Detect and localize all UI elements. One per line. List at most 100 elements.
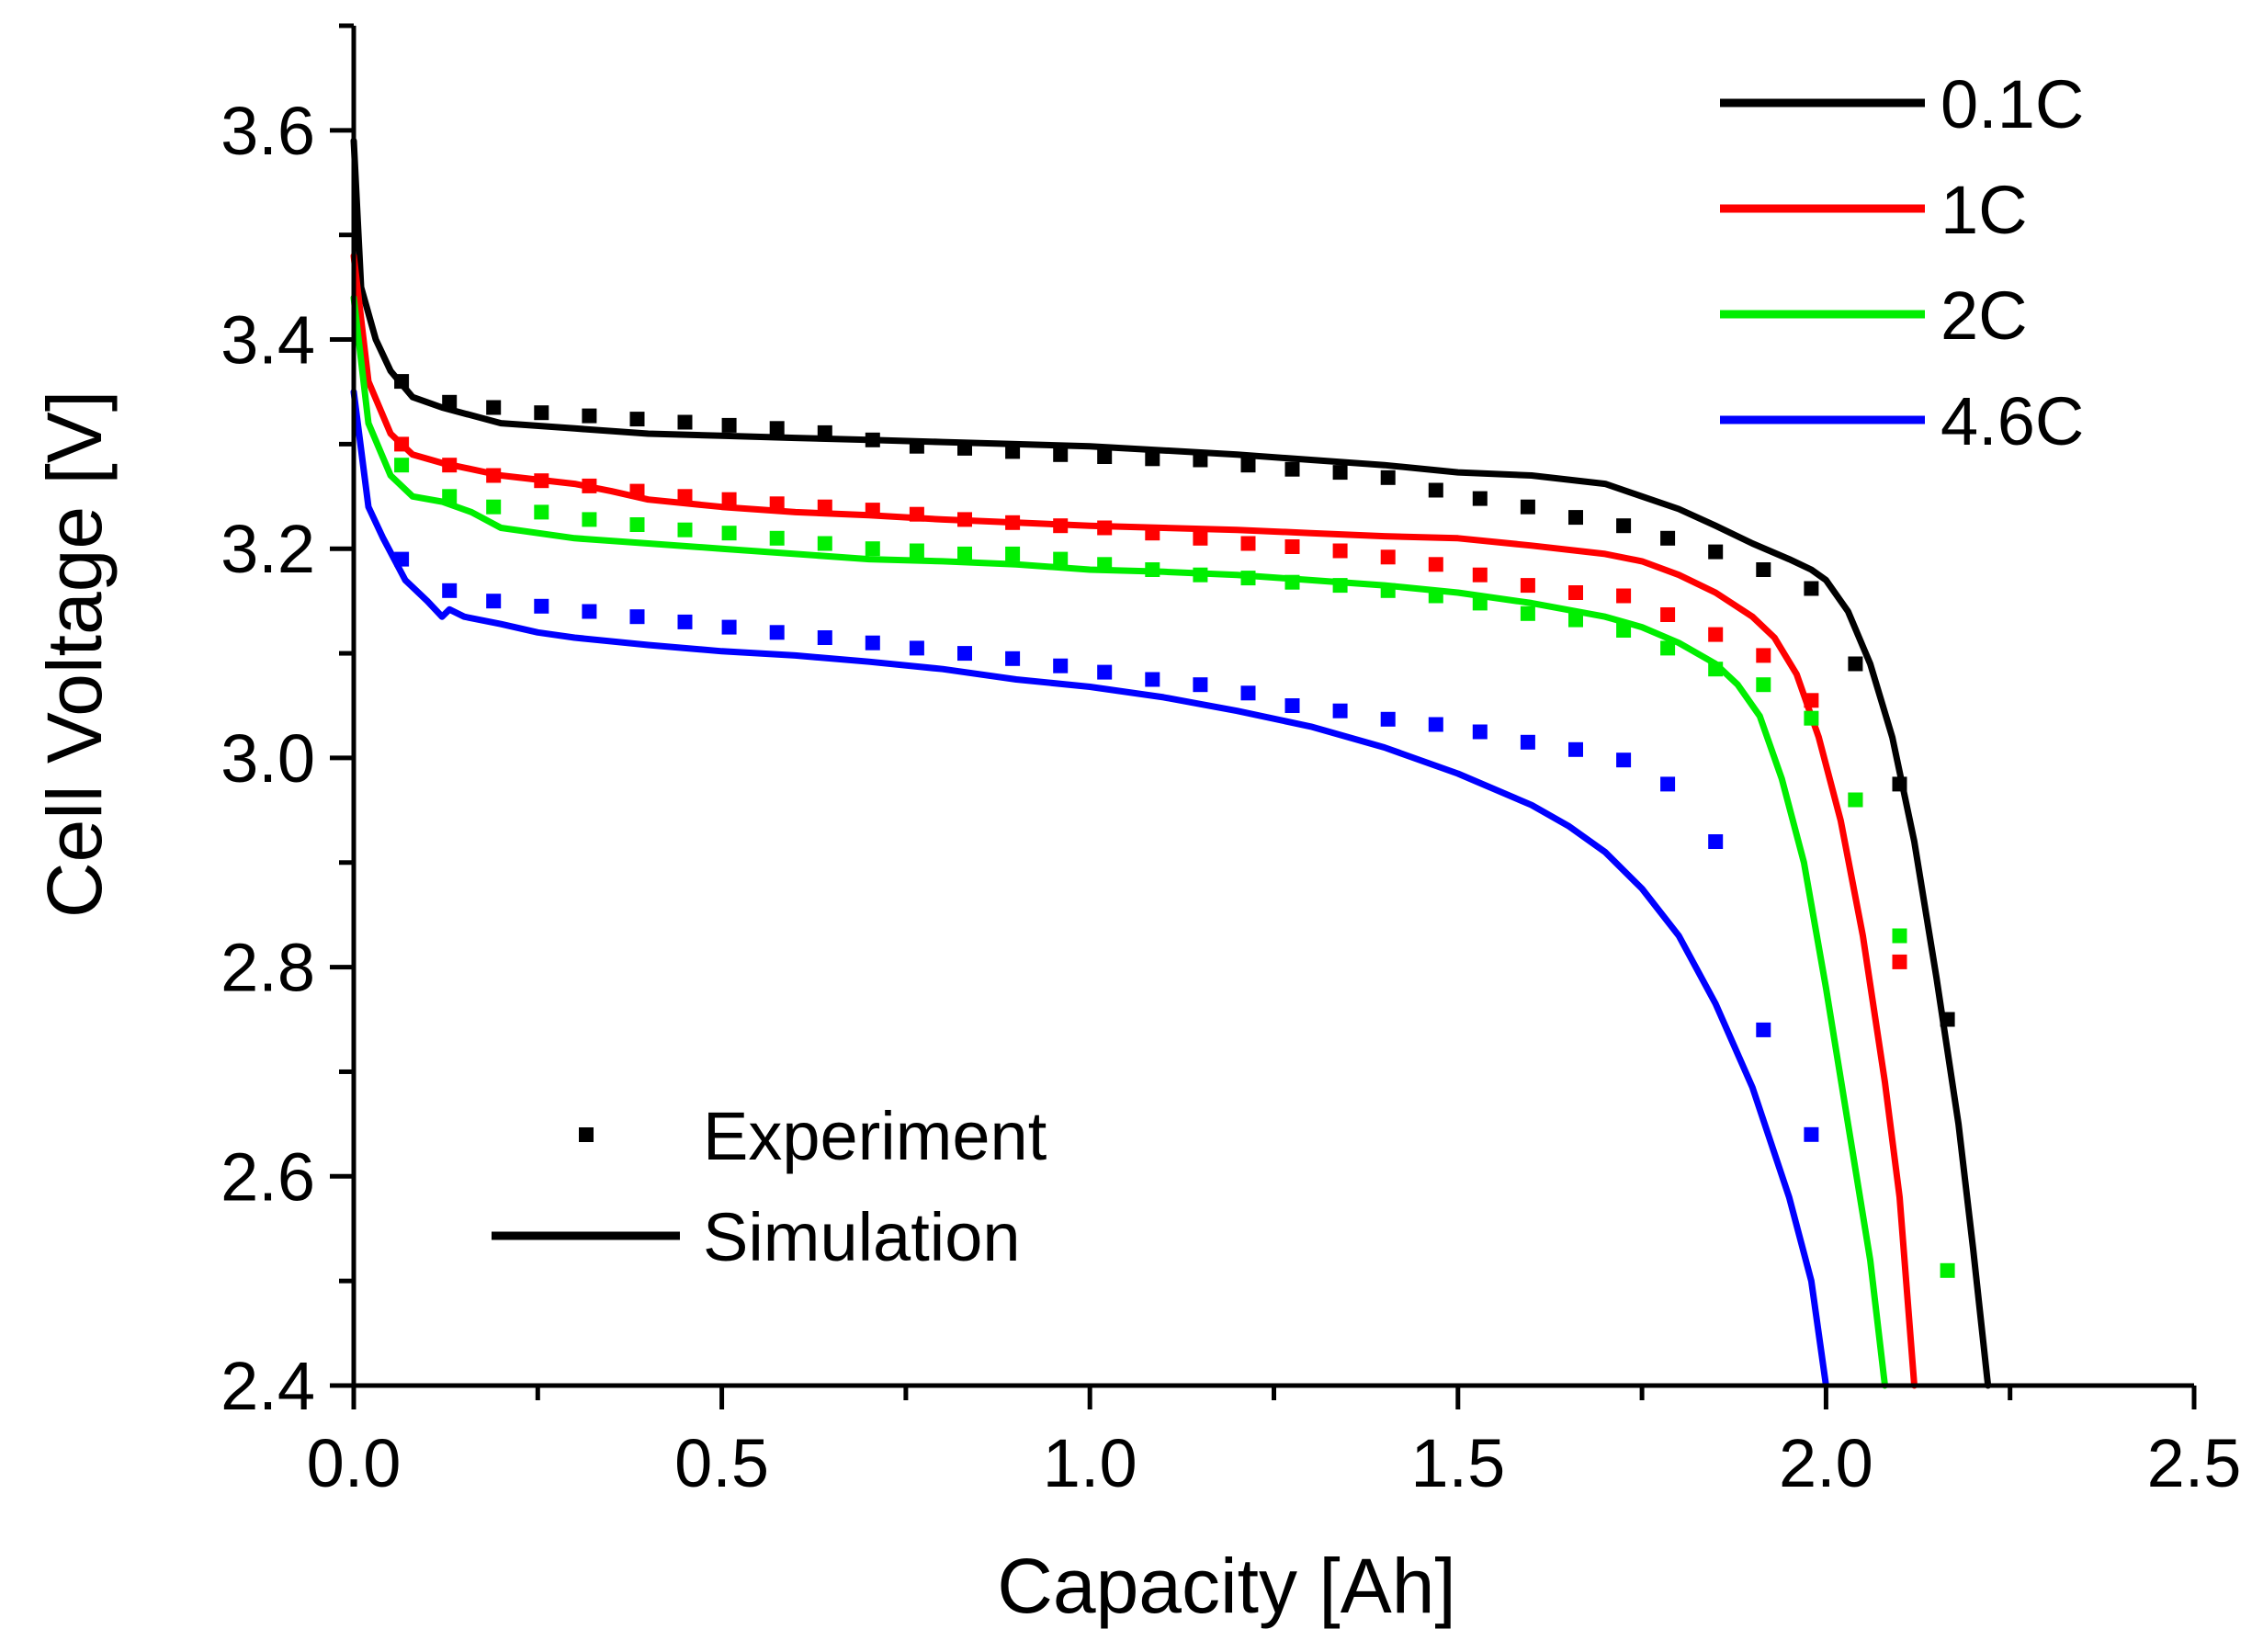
experiment-point-2C-7 — [721, 526, 737, 541]
experiment-point-4.6C-22 — [1428, 717, 1443, 732]
experiment-point-0.1C-9 — [817, 424, 832, 440]
experiment-point-2C-25 — [1568, 612, 1583, 628]
experiment-point-0.1C-16 — [1145, 451, 1160, 467]
experiment-point-1C-23 — [1472, 567, 1488, 583]
x-tick-label-0.5: 0.5 — [674, 1425, 769, 1501]
experiment-point-2C-20 — [1332, 578, 1348, 594]
experiment-point-2C-16 — [1145, 562, 1160, 577]
experiment-point-4.6C-17 — [1193, 677, 1208, 693]
experiment-point-2C-29 — [1756, 677, 1771, 693]
experiment-point-2C-17 — [1193, 567, 1208, 583]
y-tick-label-3.0: 3.0 — [221, 720, 315, 797]
legend-label-2C: 2C — [1941, 277, 2028, 354]
legend-swatch-experiment — [579, 1127, 594, 1142]
experiment-point-0.1C-17 — [1193, 452, 1208, 468]
experiment-point-2C-19 — [1284, 574, 1300, 590]
experiment-point-0.1C-2 — [486, 400, 502, 415]
legend: 0.1C 1C 2C 4.6C Experiment Simulation — [492, 66, 2084, 1275]
experiment-point-1C-17 — [1193, 530, 1208, 546]
simulation-line-2C — [350, 294, 1888, 1389]
experiment-point-2C-6 — [677, 522, 693, 537]
experiment-point-2C-22 — [1428, 588, 1443, 604]
legend-label-1C: 1C — [1941, 172, 2028, 248]
experiment-point-0.1C-13 — [1005, 444, 1021, 459]
experiment-point-4.6C-2 — [486, 594, 502, 609]
experiment-point-4.6C-19 — [1284, 698, 1300, 713]
experiment-point-4.6C-1 — [442, 583, 458, 598]
x-tick-label-1.0: 1.0 — [1043, 1425, 1137, 1501]
x-tick-label-1.5: 1.5 — [1410, 1425, 1505, 1501]
experiment-point-1C-14 — [1053, 518, 1069, 534]
legend-label-0.1C: 0.1C — [1941, 66, 2084, 142]
experiment-point-0.1C-25 — [1568, 510, 1583, 526]
x-axis-title: Capacity [Ah] — [997, 1543, 1456, 1629]
experiment-point-0.1C-18 — [1240, 458, 1256, 473]
experiment-point-0.1C-3 — [534, 405, 549, 421]
experiment-point-4.6C-27 — [1660, 776, 1676, 792]
experiment-point-0.1C-20 — [1332, 465, 1348, 481]
experiment-point-2C-8 — [769, 530, 785, 546]
experiment-point-2C-14 — [1053, 551, 1069, 567]
experiment-point-4.6C-5 — [629, 609, 645, 625]
experiment-point-2C-31 — [1848, 792, 1863, 808]
experiment-point-0.1C-4 — [582, 408, 597, 424]
experiment-point-0.1C-5 — [629, 412, 645, 427]
experiment-point-4.6C-23 — [1472, 724, 1488, 740]
legend-label-experiment: Experiment — [703, 1098, 1047, 1174]
experiment-point-0.1C-32 — [1892, 776, 1907, 792]
experiment-point-4.6C-18 — [1240, 685, 1256, 701]
experiment-point-1C-26 — [1616, 588, 1632, 604]
experiment-point-2C-21 — [1380, 583, 1396, 598]
y-tick-label-3.2: 3.2 — [221, 511, 315, 587]
experiment-point-0.1C-22 — [1428, 482, 1443, 498]
legend-label-4.6C: 4.6C — [1941, 383, 2084, 459]
y-tick-label-2.8: 2.8 — [221, 930, 315, 1006]
experiment-point-2C-12 — [957, 546, 972, 561]
experiment-point-0.1C-10 — [865, 432, 880, 447]
simulation-line-0.1C — [350, 137, 1992, 1389]
experiment-point-1C-27 — [1660, 607, 1676, 622]
y-tick-label-2.6: 2.6 — [221, 1138, 315, 1215]
experiment-point-2C-15 — [1097, 557, 1113, 572]
experiment-point-0.1C-8 — [769, 421, 785, 436]
x-tick-label-2.5: 2.5 — [2147, 1425, 2242, 1501]
experiment-point-0.1C-24 — [1520, 499, 1535, 515]
x-tick-label-2.0: 2.0 — [1779, 1425, 1873, 1501]
experiment-point-0.1C-21 — [1380, 470, 1396, 485]
axes: 0.0 0.5 1.0 1.5 2.0 2.5 2.4 2.6 2.8 3.0 3.2 3.4 3.6 — [221, 23, 2242, 1501]
experiment-point-1C-8 — [769, 496, 785, 512]
experiment-point-4.6C-30 — [1804, 1126, 1819, 1142]
experiment-point-4.6C-11 — [909, 640, 924, 656]
experiment-point-4.6C-0 — [394, 551, 410, 567]
experiment-point-1C-22 — [1428, 557, 1443, 572]
experiment-point-4.6C-28 — [1708, 834, 1724, 849]
experiment-point-2C-10 — [865, 541, 880, 557]
experiment-point-4.6C-29 — [1756, 1022, 1771, 1037]
experiment-point-0.1C-27 — [1660, 530, 1676, 546]
simulation-line-4.6C — [350, 389, 1829, 1389]
experiment-point-4.6C-6 — [677, 614, 693, 629]
experiment-point-2C-0 — [394, 458, 410, 473]
experiment-point-1C-30 — [1804, 693, 1819, 708]
experiment-point-1C-21 — [1380, 549, 1396, 565]
y-axis-title: Cell Voltage [V] — [31, 390, 118, 918]
experiment-point-0.1C-0 — [394, 374, 410, 390]
experiment-point-1C-11 — [909, 506, 924, 522]
experiment-point-1C-2 — [486, 468, 502, 483]
experiment-point-0.1C-1 — [442, 394, 458, 410]
experiment-point-4.6C-25 — [1568, 741, 1583, 757]
experiment-point-1C-18 — [1240, 536, 1256, 551]
experiment-point-1C-29 — [1756, 648, 1771, 663]
experiment-point-1C-0 — [394, 436, 410, 452]
experiment-point-2C-23 — [1472, 595, 1488, 611]
experiment-point-2C-28 — [1708, 662, 1724, 677]
y-tick-label-2.4: 2.4 — [221, 1348, 315, 1424]
experiment-point-1C-20 — [1332, 543, 1348, 559]
experiment-point-1C-7 — [721, 492, 737, 507]
experiment-point-4.6C-13 — [1005, 651, 1021, 666]
experiment-point-4.6C-7 — [721, 619, 737, 635]
experiment-point-1C-15 — [1097, 520, 1113, 536]
experiment-point-4.6C-12 — [957, 646, 972, 662]
experiment-point-1C-32 — [1892, 954, 1907, 969]
